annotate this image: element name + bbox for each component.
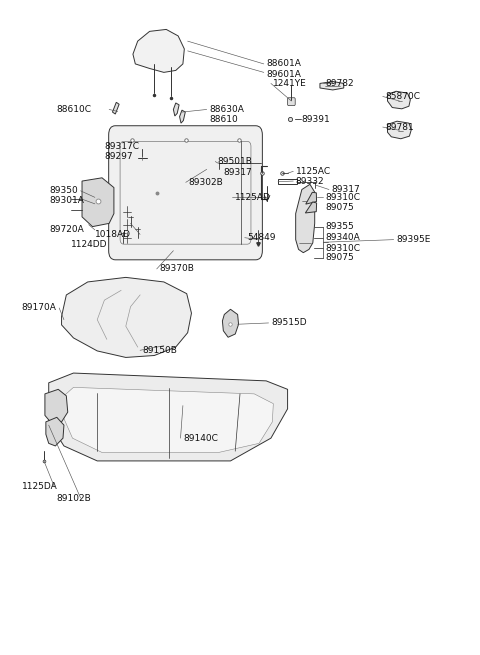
Text: 89601A: 89601A	[266, 71, 301, 79]
Text: 89075: 89075	[325, 253, 354, 263]
Polygon shape	[82, 178, 114, 227]
Text: 1018AD: 1018AD	[95, 230, 131, 239]
Text: 89501B: 89501B	[217, 157, 252, 166]
Text: 89395E: 89395E	[396, 235, 431, 244]
Text: 1125DA: 1125DA	[22, 483, 58, 491]
Text: 89310C: 89310C	[325, 244, 360, 253]
Text: 88610C: 88610C	[57, 105, 92, 114]
FancyBboxPatch shape	[288, 98, 295, 105]
Text: 89391: 89391	[302, 115, 331, 124]
Polygon shape	[296, 184, 315, 253]
Text: 89340A: 89340A	[325, 233, 360, 242]
Text: 89102B: 89102B	[57, 493, 92, 502]
Polygon shape	[387, 121, 411, 139]
Text: 89075: 89075	[325, 202, 354, 212]
Polygon shape	[61, 277, 192, 358]
Text: 89170A: 89170A	[21, 303, 56, 312]
Text: 89781: 89781	[385, 122, 414, 132]
Polygon shape	[180, 110, 185, 123]
Text: 89301A: 89301A	[49, 196, 84, 205]
FancyBboxPatch shape	[138, 154, 147, 166]
Polygon shape	[278, 179, 297, 184]
Text: 89332: 89332	[296, 177, 324, 185]
Text: 1241YE: 1241YE	[273, 79, 307, 88]
Text: 89355: 89355	[325, 222, 354, 231]
Polygon shape	[305, 202, 317, 213]
Text: 89350: 89350	[49, 186, 78, 195]
Text: 89317: 89317	[331, 185, 360, 194]
Text: 1125AD: 1125AD	[235, 193, 271, 202]
Text: 89297: 89297	[104, 152, 133, 161]
Text: 1124DD: 1124DD	[71, 240, 108, 249]
Text: 89720A: 89720A	[49, 225, 84, 234]
Text: 89140C: 89140C	[183, 434, 218, 443]
Polygon shape	[46, 417, 64, 446]
Text: 89515D: 89515D	[271, 318, 307, 328]
Polygon shape	[320, 81, 344, 90]
Text: 89317: 89317	[223, 168, 252, 177]
Polygon shape	[112, 102, 119, 114]
Polygon shape	[45, 389, 68, 424]
Text: 89782: 89782	[325, 79, 354, 88]
Text: 88610: 88610	[209, 115, 238, 124]
FancyBboxPatch shape	[108, 126, 263, 260]
Polygon shape	[64, 387, 273, 453]
Text: 89302B: 89302B	[189, 178, 223, 187]
Polygon shape	[222, 309, 239, 337]
Polygon shape	[173, 103, 179, 116]
Polygon shape	[387, 91, 410, 109]
Polygon shape	[48, 373, 288, 461]
Text: 89310C: 89310C	[325, 193, 360, 202]
Polygon shape	[306, 193, 317, 204]
Text: 89370B: 89370B	[159, 265, 194, 273]
Text: 1125AC: 1125AC	[296, 167, 331, 176]
Text: 85870C: 85870C	[385, 92, 420, 101]
Polygon shape	[133, 29, 184, 72]
Text: 54849: 54849	[247, 233, 276, 242]
Text: 88601A: 88601A	[266, 60, 301, 68]
Text: 88630A: 88630A	[209, 105, 244, 114]
Text: 89317C: 89317C	[104, 142, 139, 151]
Text: 89150B: 89150B	[143, 346, 177, 355]
